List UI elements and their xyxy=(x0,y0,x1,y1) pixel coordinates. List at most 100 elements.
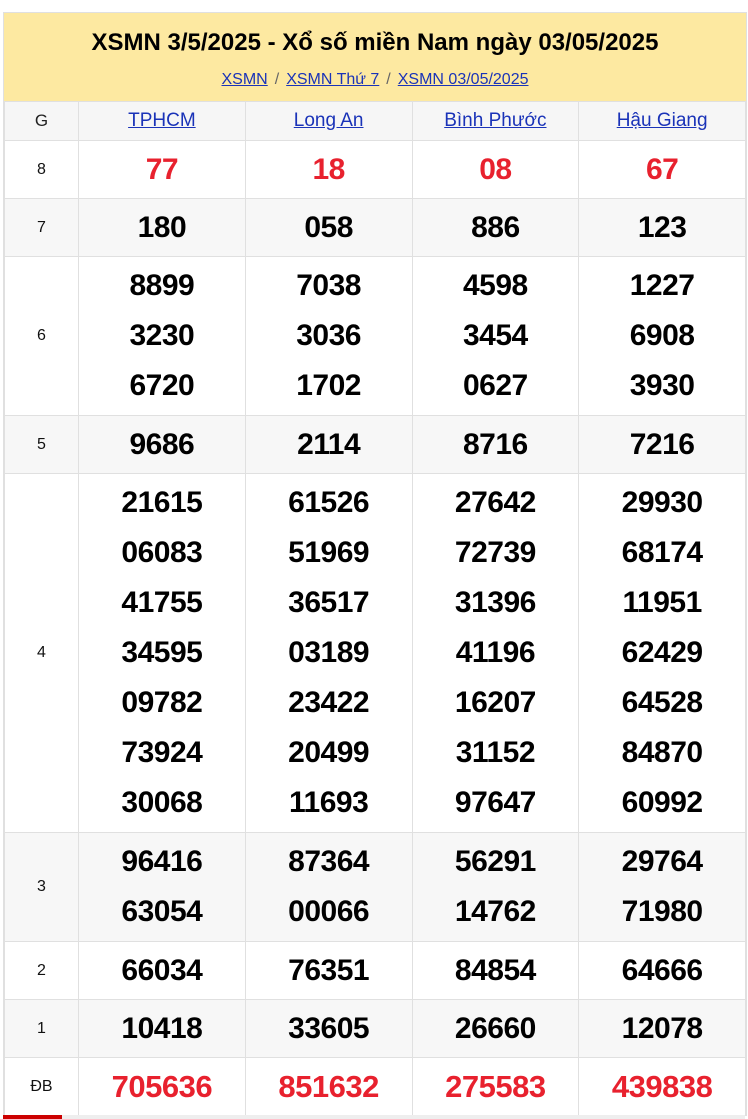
result-number: 71980 xyxy=(621,895,703,928)
result-number: 63054 xyxy=(121,895,203,928)
result-number: 851632 xyxy=(278,1068,379,1104)
result-number: 123 xyxy=(637,210,687,244)
result-cell: 64666 xyxy=(578,941,746,1000)
result-number: 8899 xyxy=(129,269,195,302)
breadcrumb-separator: / xyxy=(386,71,391,88)
province-link-hau-giang[interactable]: Hậu Giang xyxy=(616,110,708,131)
prize-label: 4 xyxy=(4,473,79,833)
prize-row: 8 77 18 08 67 xyxy=(4,140,746,199)
result-number: 66034 xyxy=(121,953,203,987)
result-number: 18 xyxy=(312,152,345,186)
breadcrumb-xsmn-thu-7[interactable]: XSMN Thứ 7 xyxy=(286,71,380,88)
result-number: 8716 xyxy=(463,427,528,461)
result-cell: 33605 xyxy=(244,999,413,1058)
result-cell: 10418 xyxy=(78,999,246,1058)
result-number: 00066 xyxy=(288,895,370,928)
result-cell: 29764 71980 xyxy=(578,832,746,942)
result-cell: 4598 3454 0627 xyxy=(411,256,580,416)
result-number: 26660 xyxy=(454,1011,536,1045)
province-header: Hậu Giang xyxy=(578,101,746,141)
result-number: 11693 xyxy=(288,786,369,819)
result-cell: 56291 14762 xyxy=(411,832,580,942)
result-number: 1702 xyxy=(296,369,361,402)
result-number: 31396 xyxy=(454,586,536,619)
result-number: 439838 xyxy=(611,1068,713,1104)
prize-row: 6 8899 3230 6720 7038 3036 1702 4598 3454 0627 122… xyxy=(4,256,746,416)
prize-row: ĐB 705636 851632 275583 439838 xyxy=(4,1057,746,1116)
result-number: 68174 xyxy=(621,536,703,569)
prize-label: 3 xyxy=(4,832,79,942)
result-number: 56291 xyxy=(454,845,536,878)
prize-label: 8 xyxy=(4,140,79,199)
result-number: 11951 xyxy=(622,586,702,619)
result-cell: 886 xyxy=(411,198,580,257)
result-cell: 8899 3230 6720 xyxy=(78,256,246,416)
result-number: 14762 xyxy=(454,895,536,928)
result-number: 73924 xyxy=(121,736,203,769)
prize-row: 3 96416 63054 87364 00066 56291 14762 29764 7198… xyxy=(4,832,746,942)
result-cell: 76351 xyxy=(244,941,413,1000)
result-cell: 439838 xyxy=(578,1057,746,1116)
result-cell: 61526 51969 36517 03189 23422 20499 11693 xyxy=(244,473,413,833)
result-cell: 7216 xyxy=(578,415,746,474)
result-number: 058 xyxy=(304,210,353,244)
result-number: 30068 xyxy=(121,786,203,819)
prize-row: 5 9686 2114 8716 7216 xyxy=(4,415,746,474)
breadcrumb: XSMN / XSMN Thứ 7 / XSMN 03/05/2025 xyxy=(4,71,746,89)
result-cell: 21615 06083 41755 34595 09782 73924 30068 xyxy=(78,473,246,833)
province-header: Long An xyxy=(244,101,413,141)
result-number: 3036 xyxy=(296,319,361,352)
results-panel: XSMN 3/5/2025 - Xổ số miền Nam ngày 03/0… xyxy=(3,12,747,1116)
result-number: 76351 xyxy=(288,953,370,987)
result-number: 275583 xyxy=(445,1068,546,1104)
result-number: 09782 xyxy=(121,686,203,719)
province-link-binh-phuoc[interactable]: Bình Phước xyxy=(444,110,547,131)
result-number: 12078 xyxy=(621,1011,703,1045)
result-number: 1227 xyxy=(629,269,695,302)
result-number: 61526 xyxy=(288,486,370,519)
result-cell: 1227 6908 3930 xyxy=(578,256,746,416)
prize-row: 2 66034 76351 84854 64666 xyxy=(4,941,746,1000)
prize-label: 6 xyxy=(4,256,79,416)
prize-row: 1 10418 33605 26660 12078 xyxy=(4,999,746,1058)
result-cell: 058 xyxy=(244,198,413,257)
result-cell: 18 xyxy=(244,140,413,199)
result-cell: 08 xyxy=(411,140,580,199)
result-number: 31152 xyxy=(455,736,536,769)
result-cell: 275583 xyxy=(411,1057,580,1116)
result-cell: 2114 xyxy=(244,415,413,474)
result-cell: 96416 63054 xyxy=(78,832,246,942)
result-cell: 7038 3036 1702 xyxy=(244,256,413,416)
result-number: 96416 xyxy=(121,845,203,878)
breadcrumb-xsmn[interactable]: XSMN xyxy=(221,71,268,88)
result-number: 4598 xyxy=(463,269,528,302)
result-number: 60992 xyxy=(621,786,703,819)
result-number: 3454 xyxy=(463,319,528,352)
breadcrumb-separator: / xyxy=(274,71,280,88)
province-link-long-an[interactable]: Long An xyxy=(293,110,364,131)
result-number: 67 xyxy=(645,152,679,186)
result-number: 33605 xyxy=(288,1011,370,1045)
result-number: 41196 xyxy=(455,636,536,669)
result-number: 36517 xyxy=(288,586,370,619)
page-title: XSMN 3/5/2025 - Xổ số miền Nam ngày 03/0… xyxy=(91,29,659,56)
prize-row: 7 180 058 886 123 xyxy=(4,198,746,257)
result-cell: 84854 xyxy=(411,941,580,1000)
result-number: 34595 xyxy=(121,636,203,669)
province-link-tphcm[interactable]: TPHCM xyxy=(128,110,196,131)
result-number: 180 xyxy=(137,210,187,244)
breadcrumb-xsmn-date[interactable]: XSMN 03/05/2025 xyxy=(397,71,529,88)
result-cell: 66034 xyxy=(78,941,246,1000)
result-number: 886 xyxy=(471,210,520,244)
active-tab-indicator[interactable] xyxy=(3,1115,62,1119)
prize-row: 4 21615 06083 41755 34595 09782 73924 30068 6152… xyxy=(4,473,746,833)
result-number: 87364 xyxy=(288,845,370,878)
bottom-tab-strip xyxy=(3,1115,745,1119)
result-number: 64528 xyxy=(621,686,703,719)
result-number: 23422 xyxy=(288,686,370,719)
result-number: 2114 xyxy=(297,427,361,461)
result-number: 7216 xyxy=(629,427,695,461)
result-number: 0627 xyxy=(463,369,528,402)
result-cell: 67 xyxy=(578,140,746,199)
result-number: 6908 xyxy=(629,319,695,352)
